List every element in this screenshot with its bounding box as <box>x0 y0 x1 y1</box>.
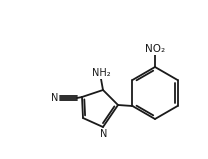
Text: N: N <box>100 129 108 139</box>
Text: NO₂: NO₂ <box>145 44 165 54</box>
Text: N: N <box>51 93 59 103</box>
Text: NH₂: NH₂ <box>92 68 110 78</box>
